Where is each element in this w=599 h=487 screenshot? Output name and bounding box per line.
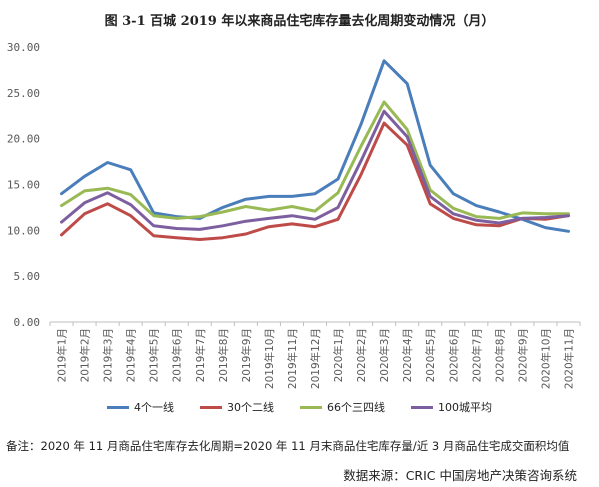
x-tick-label: 2019年9月 [240,328,253,382]
y-tick-label: 30.00 [7,41,40,54]
y-tick-label: 20.00 [7,133,40,146]
legend-item: 4个一线 [107,399,174,415]
y-axis: 0.00 5.00 10.00 15.00 20.00 25.00 30.00 [7,41,40,329]
legend-item: 100城平均 [411,399,492,415]
line-chart: 0.00 5.00 10.00 15.00 20.00 25.00 30.00 2019年1… [7,41,581,389]
chart-legend: 4个一线 30个二线 66个三四线 100城平均 [0,399,599,415]
x-tick-label: 2019年4月 [125,328,138,382]
y-tick-label: 15.00 [7,179,40,192]
x-tick-label: 2020年4月 [401,328,414,382]
x-tick-label: 2019年5月 [148,328,161,382]
y-tick-label: 0.00 [14,316,41,329]
x-tick-label: 2020年7月 [470,328,483,382]
x-tick-label: 2019年10月 [263,328,276,389]
series-line [60,121,570,241]
x-tick-label: 2020年2月 [355,328,368,382]
x-tick-label: 2019年7月 [194,328,207,382]
x-axis: 2019年1月 2019年2月 2019年3月 2019年4月 2019年5月 2019年… [49,321,581,389]
x-tick-label: 2020年10月 [539,328,552,389]
x-tick-label: 2019年1月 [56,328,69,382]
x-tick-label: 2020年8月 [493,328,506,382]
series-line [60,59,570,233]
series-line [60,100,570,220]
y-tick-label: 10.00 [7,224,40,237]
legend-swatch [107,405,129,409]
x-tick-label: 2019年3月 [102,328,115,382]
series-line [60,109,570,231]
chart-title: 图 3-1 百城 2019 年以来商品住宅库存量去化周期变动情况（月） [104,14,495,29]
legend-swatch [411,405,433,409]
legend-swatch [300,405,322,409]
x-tick-label: 2020年6月 [447,328,460,382]
x-tick-label: 2020年11月 [562,328,575,389]
x-tick-label: 2020年1月 [332,328,345,382]
x-tick-label: 2020年3月 [378,328,391,382]
legend-item: 66个三四线 [300,399,385,415]
legend-item: 30个二线 [200,399,274,415]
series-layer [60,59,570,241]
x-tick-label: 2020年5月 [424,328,437,382]
footnote: 备注：2020 年 11 月商品住宅库存去化周期=2020 年 11 月末商品住… [6,439,570,453]
x-tick-label: 2020年9月 [516,328,529,382]
x-tick-label: 2019年2月 [79,328,92,382]
legend-label: 100城平均 [438,401,492,414]
x-tick-label: 2019年12月 [309,328,322,389]
legend-label: 4个一线 [134,401,174,414]
x-tick-label: 2019年6月 [171,328,184,382]
legend-label: 30个二线 [227,401,274,414]
data-source: 数据来源：CRIC 中国房地产决策咨询系统 [343,468,577,483]
y-tick-label: 25.00 [7,87,40,100]
legend-label: 66个三四线 [327,401,385,414]
y-tick-label: 5.00 [14,270,41,283]
legend-swatch [200,405,222,409]
x-tick-label: 2019年8月 [217,328,230,382]
x-tick-label: 2019年11月 [286,328,299,389]
